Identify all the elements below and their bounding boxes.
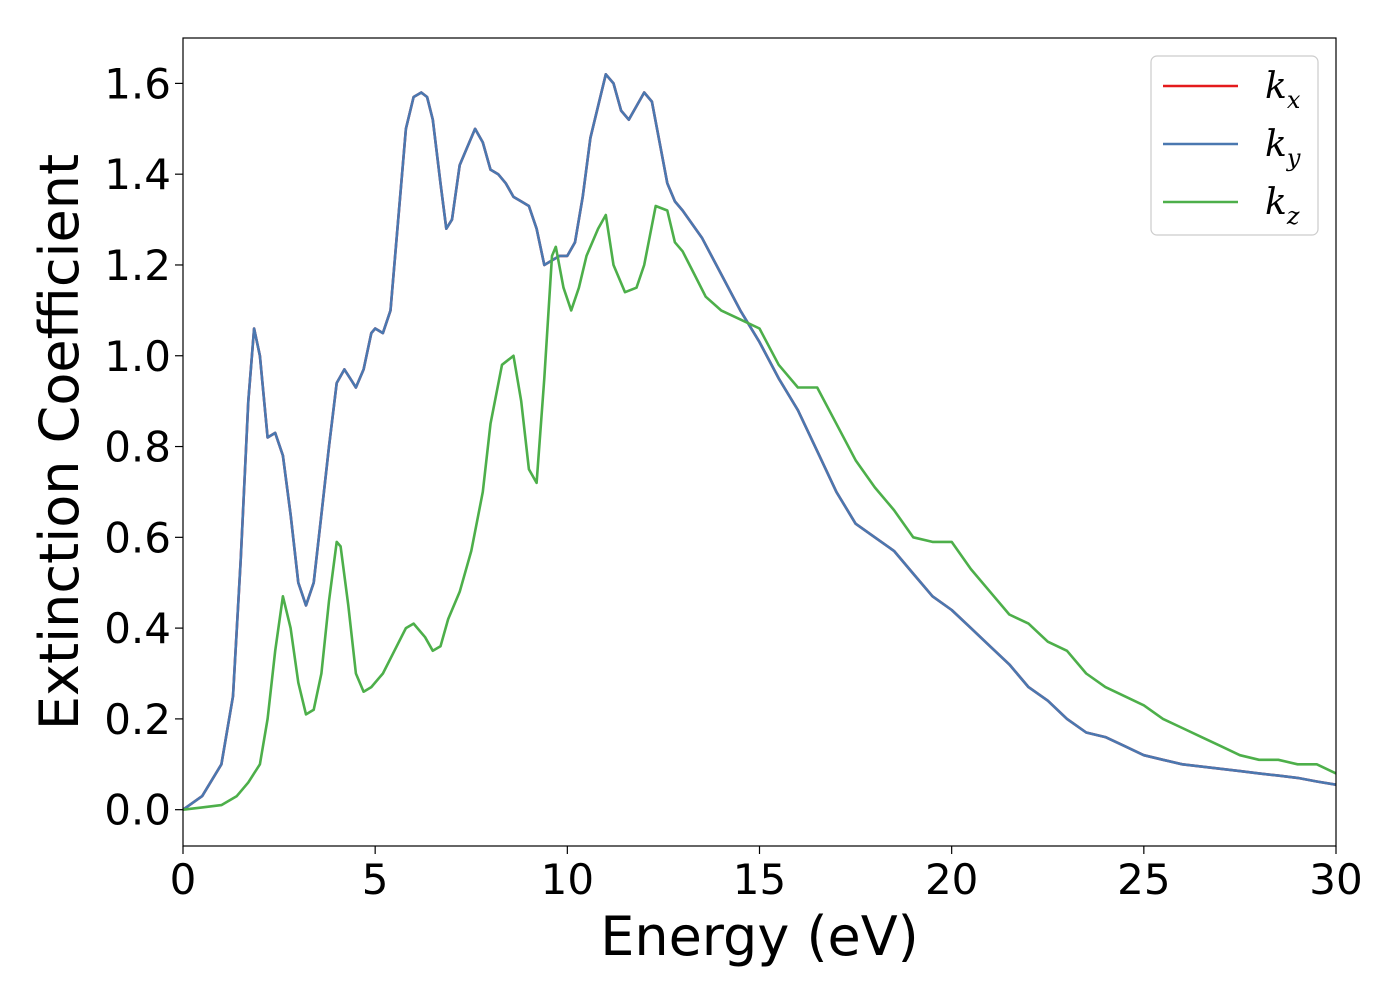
- x-tick-label: 25: [1117, 855, 1170, 904]
- y-tick-label: 0.8: [104, 423, 171, 472]
- y-tick-label: 0.0: [104, 786, 171, 835]
- y-tick-label: 0.2: [104, 695, 171, 744]
- legend-subscript-kx: x: [1287, 86, 1301, 114]
- x-tick-label: 5: [362, 855, 389, 904]
- y-tick-label: 1.6: [104, 59, 171, 108]
- tick-group: 0 5 10 15 20 25 30 0.0 0.2 0.4 0.6 0.8 1.0 1.2 1.4 1.6: [104, 59, 1363, 904]
- x-tick-label: 20: [925, 855, 978, 904]
- y-axis-title: Extinction Coefficient: [28, 154, 91, 730]
- y-tick-label: 0.4: [104, 604, 171, 653]
- series-group: [182, 73, 1337, 811]
- legend-box: [1150, 55, 1319, 236]
- x-tick-label: 30: [1309, 855, 1362, 904]
- x-tick-label: 15: [733, 855, 786, 904]
- y-tick-label: 1.0: [104, 332, 171, 381]
- x-tick-label: 10: [541, 855, 594, 904]
- legend-label-ky: ky: [1265, 124, 1301, 172]
- series-line-ky: [182, 73, 1337, 811]
- x-tick-label: 0: [170, 855, 197, 904]
- y-tick-label: 1.4: [104, 150, 171, 199]
- x-axis-title: Energy (eV): [600, 905, 919, 968]
- legend-subscript-kz: z: [1286, 202, 1300, 230]
- plot-frame: [182, 37, 1337, 847]
- y-tick-label: 0.6: [104, 513, 171, 562]
- series-line-kz: [182, 204, 1337, 811]
- legend-subscript-ky: y: [1286, 144, 1301, 172]
- y-tick-label: 1.2: [104, 241, 171, 290]
